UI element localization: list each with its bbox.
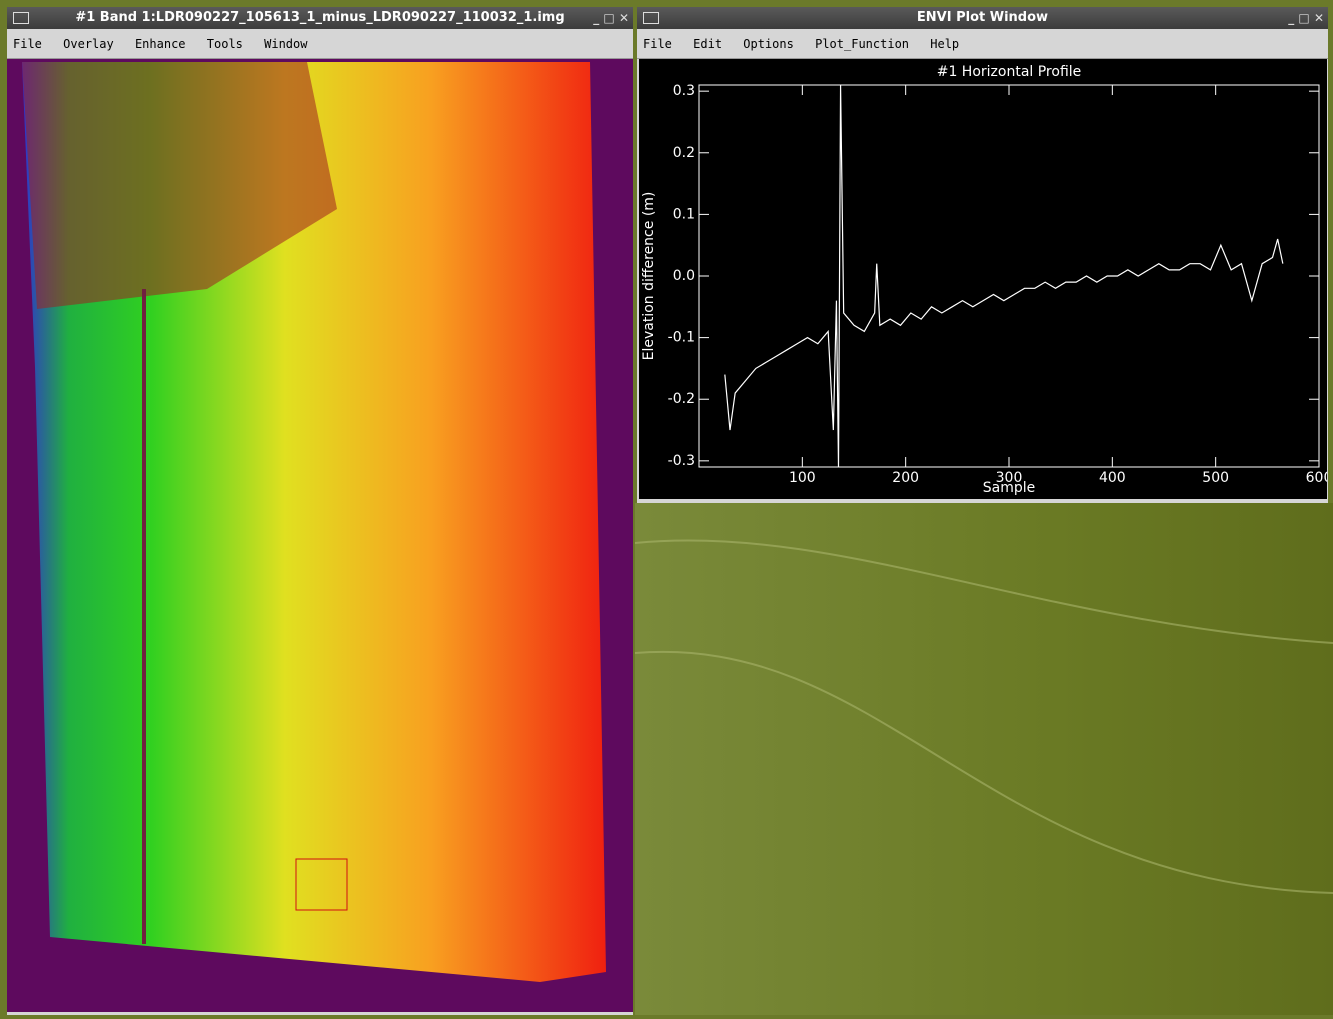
x-tick-label: 500	[1202, 470, 1229, 486]
window-buttons[interactable]: _ □ ✕	[1288, 11, 1324, 25]
menu-item[interactable]: Help	[930, 37, 960, 51]
x-tick-label: 100	[789, 470, 816, 486]
title-bar: #1 Band 1:LDR090227_105613_1_minus_LDR09…	[7, 7, 633, 29]
x-tick-label: 300	[996, 470, 1023, 486]
menu-item[interactable]: Overlay	[63, 37, 114, 51]
menu-item[interactable]: Edit	[693, 37, 723, 51]
menu-item[interactable]: File	[643, 37, 672, 51]
window-icon	[643, 12, 659, 24]
profile-line	[724, 84, 1284, 468]
menu-item[interactable]: Window	[264, 37, 308, 51]
y-tick-label: 0.1	[673, 206, 695, 222]
window-title: ENVI Plot Window	[916, 10, 1049, 25]
window-buttons[interactable]: _ □ ✕	[593, 11, 629, 25]
y-tick-label: 0.0	[673, 268, 695, 284]
axes-frame	[698, 84, 1320, 468]
x-tick-label: 600	[1306, 470, 1327, 486]
desktop	[634, 503, 1333, 1015]
y-axis-label: Elevation difference (m)	[641, 192, 657, 361]
title-bar: ENVI Plot Window _ □ ✕	[637, 7, 1328, 29]
plot-window: ENVI Plot Window _ □ ✕ File Edit Options…	[637, 7, 1328, 503]
menu-item[interactable]: Tools	[206, 37, 243, 51]
menu-bar: File Overlay Enhance Tools Window	[7, 29, 633, 59]
image-window: #1 Band 1:LDR090227_105613_1_minus_LDR09…	[7, 7, 633, 1015]
image-display	[7, 59, 633, 1012]
menu-item[interactable]: File	[13, 37, 42, 51]
x-tick-label: 200	[892, 470, 919, 486]
menu-item[interactable]: Plot_Function	[815, 37, 910, 51]
menu-bar: File Edit Options Plot_Function Help	[637, 29, 1328, 59]
chart-title: #1 Horizontal Profile	[937, 64, 1082, 80]
zoom-box[interactable]	[295, 858, 348, 911]
plot-area: #1 Horizontal Profile Sample Elevation d…	[639, 59, 1327, 499]
menu-item[interactable]: Enhance	[134, 37, 186, 51]
x-axis-label: Sample	[983, 480, 1036, 496]
y-tick-label: 0.2	[673, 145, 695, 161]
menu-item[interactable]: Options	[743, 37, 794, 51]
desktop-curves	[634, 539, 1333, 894]
y-tick-label: 0.3	[673, 83, 695, 99]
y-tick-label: -0.1	[668, 330, 695, 346]
y-tick-label: -0.3	[668, 453, 695, 469]
window-title: #1 Band 1:LDR090227_105613_1_minus_LDR09…	[75, 10, 565, 25]
y-tick-label: -0.2	[668, 391, 695, 407]
urban-area	[22, 62, 337, 309]
x-tick-label: 400	[1099, 470, 1126, 486]
window-icon	[13, 12, 29, 24]
